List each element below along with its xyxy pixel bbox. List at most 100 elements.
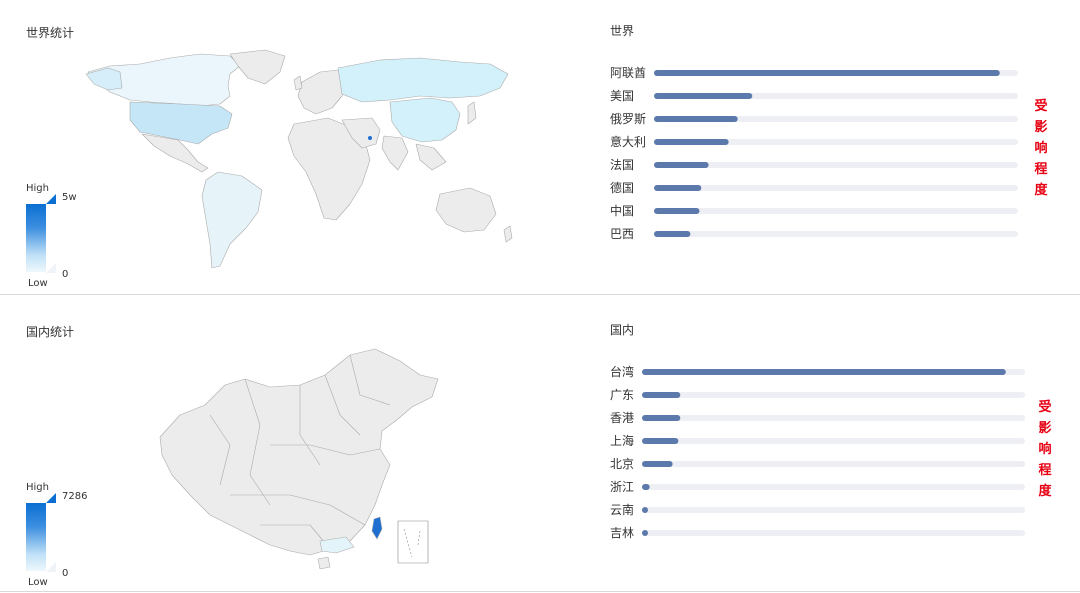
bar-value[interactable] bbox=[642, 507, 648, 513]
map-region-uk bbox=[293, 75, 303, 91]
legend-min-value: 0 bbox=[62, 269, 69, 280]
map-region-se-asia bbox=[415, 143, 447, 171]
bar-track bbox=[642, 415, 1025, 421]
bar-track bbox=[654, 162, 1018, 168]
bar-value[interactable] bbox=[654, 70, 1000, 76]
bar-category-label: 中国 bbox=[610, 203, 634, 218]
map-region-taiwan bbox=[371, 516, 383, 540]
map-region-europe bbox=[297, 69, 351, 115]
map-region-japan bbox=[467, 101, 477, 125]
map-region-china bbox=[389, 97, 461, 143]
side-label-char: 受 bbox=[1038, 400, 1052, 415]
bar-value[interactable] bbox=[654, 139, 729, 145]
side-label-char: 程 bbox=[1034, 162, 1048, 177]
bar-value[interactable] bbox=[654, 93, 753, 99]
bar-category-label: 上海 bbox=[610, 433, 634, 448]
bar-category-label: 意大利 bbox=[610, 134, 646, 149]
bar-value[interactable] bbox=[642, 415, 681, 421]
bar-track bbox=[642, 530, 1025, 536]
side-label-char: 度 bbox=[1038, 484, 1052, 499]
map-south-sea-inset bbox=[397, 520, 429, 564]
map-region-australia bbox=[435, 187, 497, 233]
side-label-char: 度 bbox=[1034, 183, 1048, 198]
map-region-greenland bbox=[229, 49, 286, 85]
world-map[interactable] bbox=[80, 44, 520, 276]
world-bar-title: 世界 bbox=[610, 24, 635, 38]
bar-value[interactable] bbox=[654, 208, 700, 214]
bar-value[interactable] bbox=[642, 369, 1006, 375]
side-label-char: 响 bbox=[1038, 442, 1052, 457]
bar-track bbox=[654, 139, 1018, 145]
bar-value[interactable] bbox=[654, 231, 691, 237]
china-map[interactable] bbox=[150, 345, 450, 575]
bar-value[interactable] bbox=[654, 162, 709, 168]
legend-handle-top[interactable] bbox=[46, 194, 56, 204]
bar-category-label: 吉林 bbox=[610, 526, 634, 540]
side-label-char: 响 bbox=[1034, 141, 1048, 156]
map-region-mexico bbox=[141, 133, 209, 173]
bar-track bbox=[654, 185, 1018, 191]
map-china-mainland bbox=[159, 348, 439, 556]
bar-category-label: 香港 bbox=[610, 411, 634, 425]
map-china-province-lines bbox=[209, 354, 391, 550]
bar-category-label: 广东 bbox=[610, 388, 634, 402]
map-region-guangdong bbox=[319, 536, 355, 554]
bar-track bbox=[654, 208, 1018, 214]
legend-high-label: High bbox=[26, 482, 49, 493]
bar-category-label: 俄罗斯 bbox=[610, 112, 646, 126]
bar-track bbox=[642, 507, 1025, 513]
china-legend: High 7286 0 Low bbox=[26, 482, 96, 588]
china-panel: 国内统计 High 7286 0 Low 国内 台湾广东香港上海北京浙江云南吉林… bbox=[0, 295, 1080, 593]
china-map-title: 国内统计 bbox=[26, 325, 75, 339]
bar-value[interactable] bbox=[642, 438, 679, 444]
bar-category-label: 美国 bbox=[610, 89, 634, 103]
china-bar-title: 国内 bbox=[610, 323, 635, 337]
map-region-brazil bbox=[201, 171, 263, 269]
map-region-nz bbox=[503, 225, 513, 243]
side-label-char: 影 bbox=[1038, 421, 1052, 436]
legend-min-value: 0 bbox=[62, 568, 69, 579]
legend-handle-bottom[interactable] bbox=[46, 263, 56, 273]
bar-category-label: 德国 bbox=[610, 180, 634, 195]
map-region-alaska bbox=[85, 67, 123, 91]
bar-category-label: 台湾 bbox=[610, 364, 634, 379]
bar-category-label: 浙江 bbox=[610, 480, 634, 494]
bar-track bbox=[654, 231, 1018, 237]
bottom-border bbox=[0, 591, 1080, 592]
world-side-label: 受 影 响 程 度 bbox=[1033, 96, 1049, 201]
legend-low-label: Low bbox=[28, 278, 48, 289]
bar-value[interactable] bbox=[642, 484, 650, 490]
bar-track bbox=[642, 484, 1025, 490]
world-map-title: 世界统计 bbox=[26, 26, 75, 40]
china-side-label: 受 影 响 程 度 bbox=[1037, 397, 1053, 502]
panel-divider bbox=[0, 294, 1080, 295]
bar-track bbox=[654, 116, 1018, 122]
world-panel: 世界统计 bbox=[0, 0, 1080, 294]
bar-value[interactable] bbox=[654, 116, 738, 122]
bar-category-label: 阿联酋 bbox=[610, 65, 646, 80]
bar-category-label: 巴西 bbox=[610, 227, 634, 241]
bar-category-label: 北京 bbox=[610, 457, 634, 471]
bar-value[interactable] bbox=[642, 392, 681, 398]
world-legend: High 5w 0 Low bbox=[26, 183, 96, 289]
map-region-middle-east bbox=[341, 117, 381, 149]
bar-track bbox=[642, 438, 1025, 444]
bar-value[interactable] bbox=[654, 185, 702, 191]
legend-gradient-bar bbox=[26, 503, 46, 571]
bar-track bbox=[642, 392, 1025, 398]
legend-low-label: Low bbox=[28, 577, 48, 588]
legend-max-value: 5w bbox=[62, 192, 77, 203]
legend-handle-top[interactable] bbox=[46, 493, 56, 503]
map-region-russia bbox=[337, 57, 509, 103]
legend-max-value: 7286 bbox=[62, 491, 88, 502]
bar-value[interactable] bbox=[642, 530, 648, 536]
map-region-usa bbox=[129, 101, 233, 145]
map-region-india bbox=[381, 135, 409, 171]
bar-category-label: 云南 bbox=[610, 502, 634, 517]
side-label-char: 程 bbox=[1038, 463, 1052, 478]
bar-value[interactable] bbox=[642, 461, 673, 467]
legend-handle-bottom[interactable] bbox=[46, 562, 56, 572]
map-region-canada bbox=[87, 53, 241, 107]
legend-gradient-bar bbox=[26, 204, 46, 272]
